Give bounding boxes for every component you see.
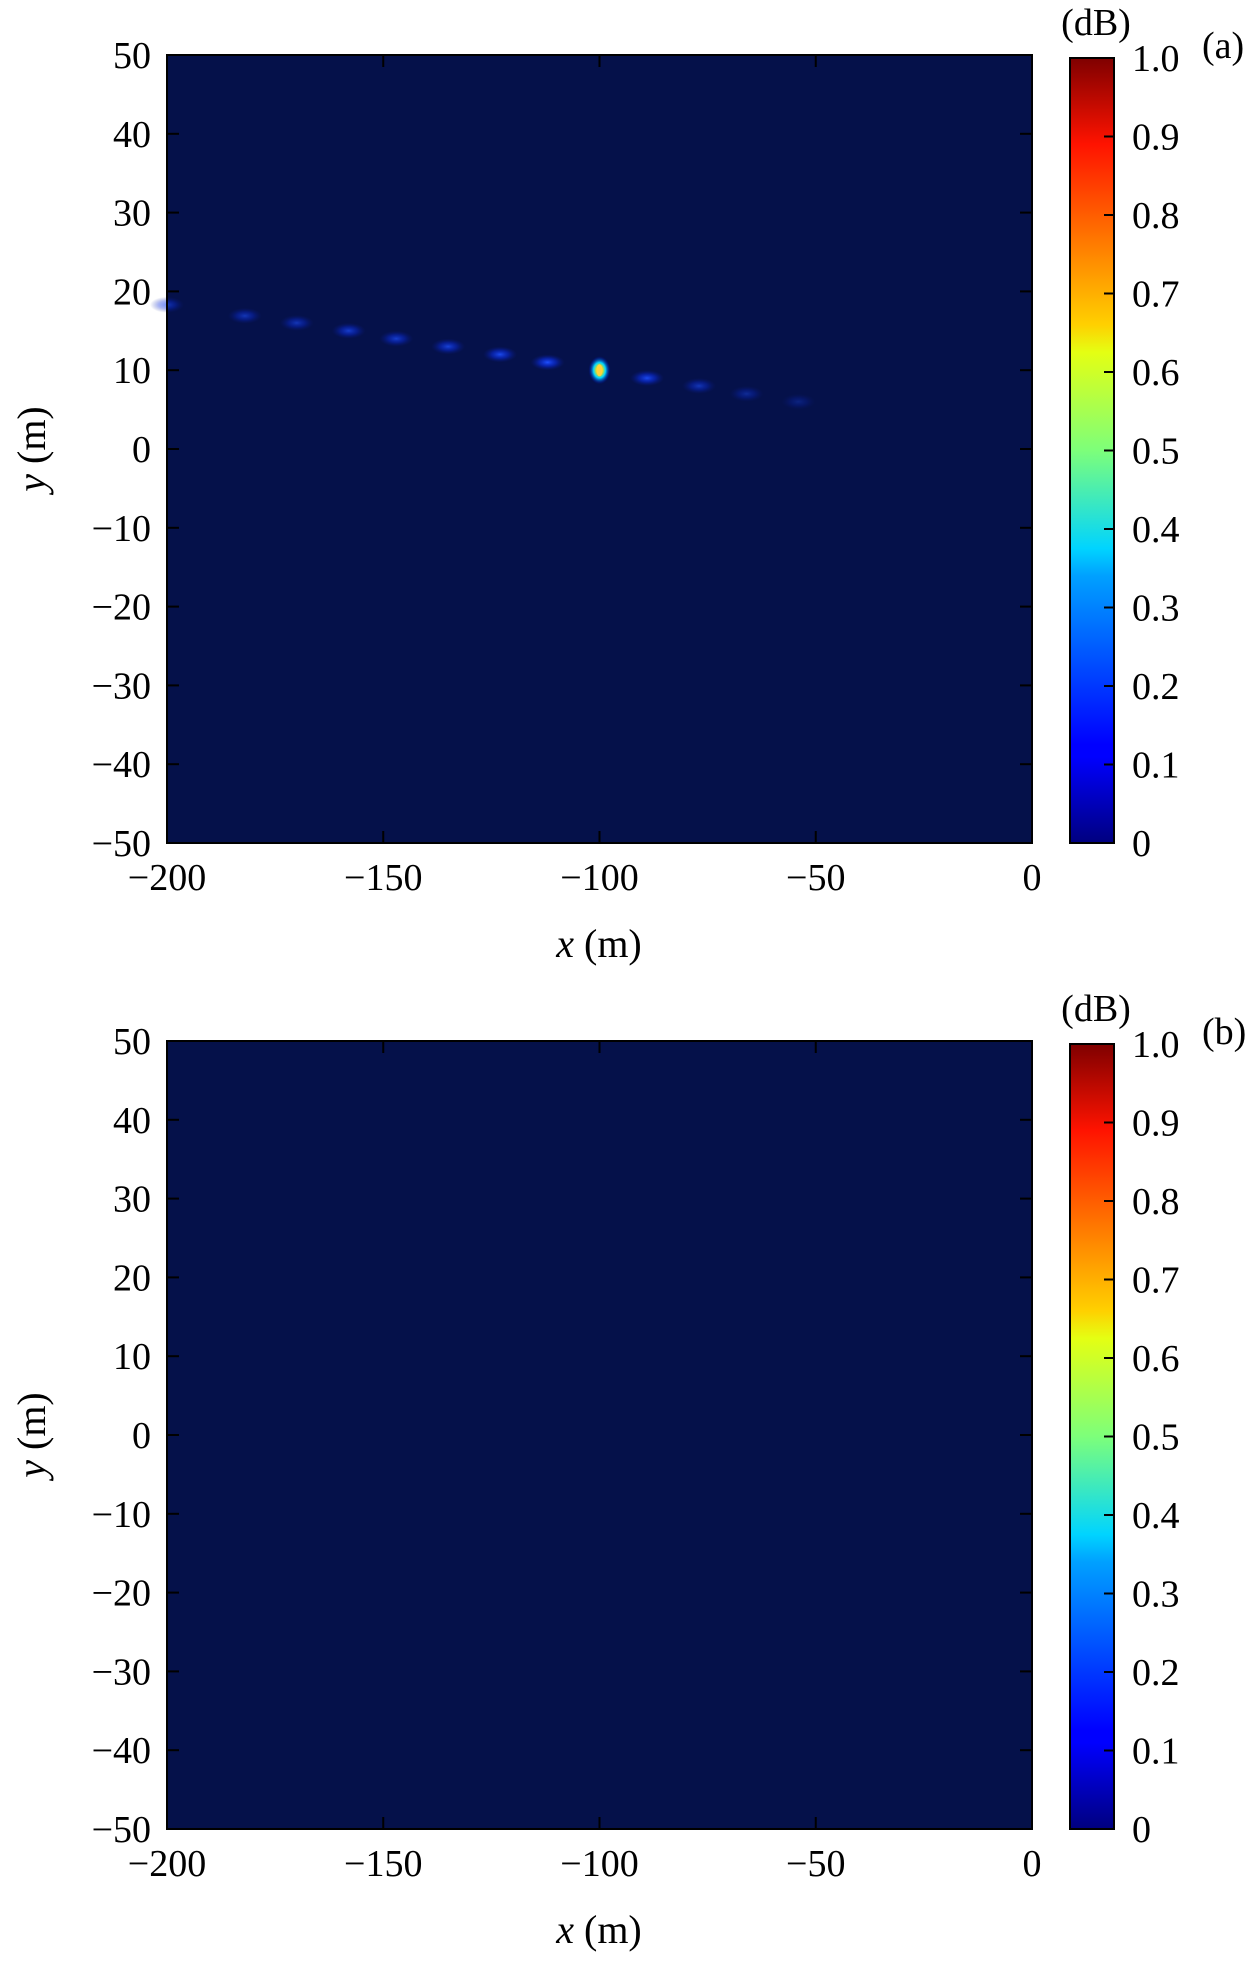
y-tick-label: 50	[113, 1021, 151, 1063]
colorbar-tick-label: 0	[1132, 1809, 1151, 1851]
x-tick-group: −200 −150 −100 −50 0	[128, 55, 1042, 899]
y-tick-label: −50	[92, 823, 151, 865]
heatmap-peak	[331, 322, 366, 339]
x-tick-group: −200 −150 −100 −50 0	[128, 1041, 1042, 1885]
colorbar-tick-label: 0.2	[1132, 1652, 1180, 1694]
y-tick-label: −20	[92, 587, 151, 629]
y-tick-label: −20	[92, 1573, 151, 1615]
heatmap-peak	[227, 307, 262, 324]
colorbar-tick-group: 1.0 0.9 0.8 0.7 0.6 0.5 0.4 0.3 0.2 0.1 0	[1104, 38, 1180, 865]
colorbar-tick-label: 0.9	[1132, 1103, 1180, 1145]
colorbar-tick-label: 0.7	[1132, 1260, 1180, 1302]
x-tick-label: −150	[344, 857, 422, 899]
colorbar-tick-label: 0.3	[1132, 588, 1180, 630]
heatmap-peak	[431, 338, 466, 355]
y-tick-label: 10	[113, 1336, 151, 1378]
x-tick-label: −200	[128, 1843, 206, 1885]
y-tick-label: −10	[92, 1494, 151, 1536]
heatmap-peak	[781, 393, 816, 410]
colorbar-tick-label: 0.4	[1132, 509, 1180, 551]
colorbar-tick-label: 0.6	[1132, 1338, 1180, 1380]
colorbar-tick-label: 0.5	[1132, 431, 1180, 473]
y-tick-label: 50	[113, 35, 151, 77]
colorbar-tick-label: 0	[1132, 823, 1151, 865]
y-tick-label: 10	[113, 350, 151, 392]
colorbar-tick-label: 0.2	[1132, 666, 1180, 708]
heatmap-peak	[630, 370, 665, 387]
heatmap-peak-core	[596, 364, 603, 377]
heatmap-panel-a: −200 −150 −100 −50 0 50 40 30 20 10 0 −10 −20 −30 −40…	[9, 2, 1244, 966]
peaks-layer	[150, 296, 816, 410]
heatmap-peak	[483, 346, 518, 363]
y-tick-label: −40	[92, 744, 151, 786]
colorbar-unit-label: (dB)	[1061, 988, 1131, 1030]
y-tick-label: −30	[92, 665, 151, 707]
colorbar-tick-label: 0.8	[1132, 195, 1180, 237]
y-tick-label: 40	[113, 114, 151, 156]
heatmap-peak	[279, 314, 314, 331]
y-axis-label: y (m)	[9, 406, 54, 496]
colorbar-tick-label: 0.5	[1132, 1417, 1180, 1459]
x-tick-label: −50	[786, 1843, 845, 1885]
x-tick-label: −50	[786, 857, 845, 899]
y-tick-group: 50 40 30 20 10 0 −10 −20 −30 −40 −50	[92, 35, 1032, 865]
x-tick-label: −100	[560, 1843, 638, 1885]
x-tick-label: −200	[128, 857, 206, 899]
colorbar-tick-label: 0.1	[1132, 745, 1180, 787]
heatmap-peak	[729, 385, 764, 402]
colorbar-tick-label: 0.8	[1132, 1181, 1180, 1223]
heatmap-peak	[681, 377, 716, 394]
colorbar-tick-label: 0.1	[1132, 1731, 1180, 1773]
y-tick-group: 50 40 30 20 10 0 −10 −20 −30 −40 −50	[92, 1021, 1032, 1851]
plot-area	[167, 1041, 1032, 1829]
y-tick-label: 20	[113, 271, 151, 313]
colorbar-tick-label: 0.4	[1132, 1495, 1180, 1537]
x-tick-label: −150	[344, 1843, 422, 1885]
colorbar-unit-label: (dB)	[1061, 2, 1131, 44]
y-tick-label: 20	[113, 1257, 151, 1299]
y-tick-label: −40	[92, 1730, 151, 1772]
panel-label: (a)	[1202, 25, 1244, 67]
colorbar-tick-label: 0.9	[1132, 117, 1180, 159]
y-axis-label: y (m)	[9, 1392, 54, 1482]
colorbar-tick-group: 1.0 0.9 0.8 0.7 0.6 0.5 0.4 0.3 0.2 0.1 0	[1104, 1024, 1180, 1851]
colorbar-tick-label: 0.3	[1132, 1574, 1180, 1616]
panel-label: (b)	[1202, 1011, 1246, 1053]
heatmap-peak	[530, 354, 565, 371]
plot-area	[167, 55, 1032, 843]
x-axis-label: x (m)	[555, 1907, 642, 1952]
y-tick-label: 30	[113, 1179, 151, 1221]
x-axis-label: x (m)	[555, 921, 642, 966]
y-tick-label: −10	[92, 508, 151, 550]
y-tick-label: −30	[92, 1651, 151, 1693]
colorbar-tick-label: 0.6	[1132, 352, 1180, 394]
colorbar-tick-label: 1.0	[1132, 38, 1180, 80]
x-tick-label: 0	[1023, 857, 1042, 899]
y-tick-label: 30	[113, 193, 151, 235]
heatmap-panel-b: −200 −150 −100 −50 0 50 40 30 20 10 0 −10 −20 −30 −40…	[9, 988, 1246, 1952]
colorbar-tick-label: 1.0	[1132, 1024, 1180, 1066]
colorbar-tick-label: 0.7	[1132, 274, 1180, 316]
y-tick-label: 40	[113, 1100, 151, 1142]
y-tick-label: 0	[132, 429, 151, 471]
x-tick-label: 0	[1023, 1843, 1042, 1885]
x-tick-label: −100	[560, 857, 638, 899]
y-tick-label: −50	[92, 1809, 151, 1851]
y-tick-label: 0	[132, 1415, 151, 1457]
heatmap-peak	[379, 330, 414, 347]
